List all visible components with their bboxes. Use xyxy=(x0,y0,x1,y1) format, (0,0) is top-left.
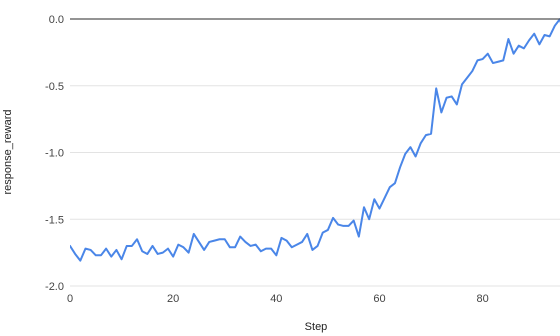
x-tick-label-0: 0 xyxy=(67,293,73,305)
y-axis-title: response_reward xyxy=(2,110,14,195)
y-tick-label-0: 0.0 xyxy=(49,14,64,26)
y-tick-label-4: -2.0 xyxy=(45,281,64,293)
y-axis-ticks: 0.0 -0.5 -1.0 -1.5 -2.0 xyxy=(45,14,64,293)
series-line xyxy=(70,18,560,262)
x-tick-label-2: 40 xyxy=(270,293,282,305)
x-axis-ticks: 0 20 40 60 80 xyxy=(67,293,489,305)
x-tick-label-1: 20 xyxy=(167,293,179,305)
x-tick-label-3: 60 xyxy=(373,293,385,305)
y-tick-label-2: -1.0 xyxy=(45,148,64,160)
x-axis-title: Step xyxy=(305,321,328,333)
y-tick-label-3: -1.5 xyxy=(45,214,64,226)
y-tick-label-1: -0.5 xyxy=(45,81,64,93)
gridlines xyxy=(70,85,560,287)
x-tick-label-4: 80 xyxy=(477,293,489,305)
plot-area xyxy=(70,18,560,262)
